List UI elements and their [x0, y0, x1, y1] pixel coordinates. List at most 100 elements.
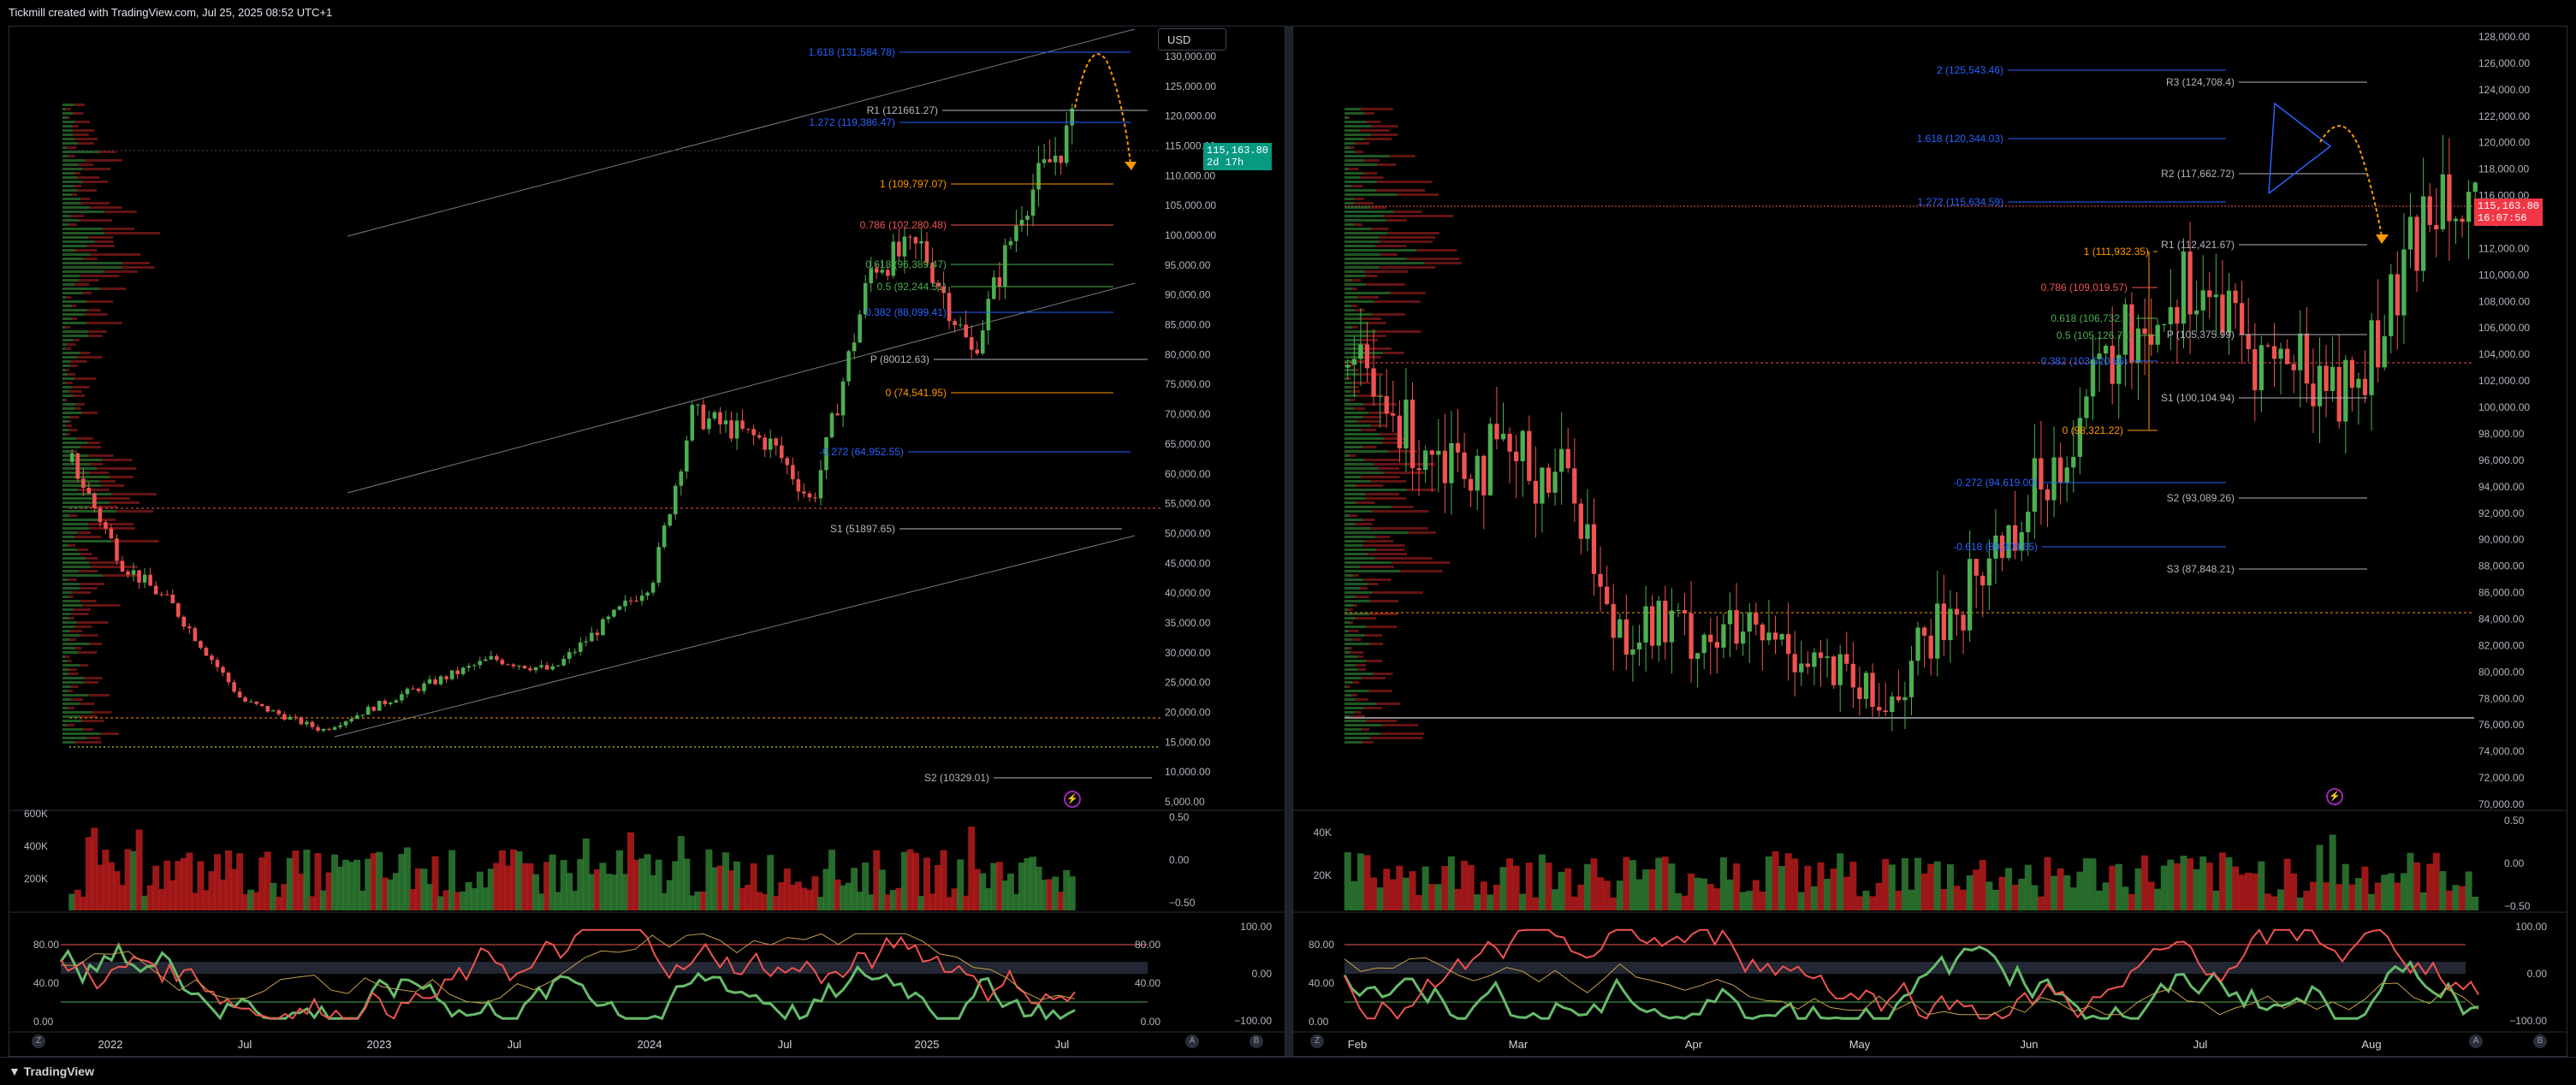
- right-zoom-icon[interactable]: Z: [1310, 1035, 1324, 1048]
- left-level-label: 0.618 (96,389.47): [865, 258, 947, 270]
- left-volume-profile-buy: [62, 720, 81, 722]
- right-volume-bar: [2270, 896, 2278, 910]
- right-volume-profile-sell: [1351, 288, 1357, 290]
- right-volume-profile-buy: [1344, 313, 1373, 316]
- left-volume-profile-sell: [74, 104, 85, 106]
- left-volume-profile-buy: [62, 437, 77, 440]
- right-alert-lightning-icon[interactable]: ⚡: [2326, 788, 2343, 805]
- left-volume-profile-sell: [102, 459, 133, 461]
- left-volume-profile-buy: [62, 322, 87, 324]
- left-candle-body: [460, 667, 466, 674]
- left-volume-profile-buy: [62, 626, 75, 628]
- right-log-scale-icon[interactable]: B: [2533, 1035, 2547, 1048]
- right-candle-body: [1714, 642, 1720, 648]
- left-candle-body: [164, 594, 169, 596]
- left-candle-body: [522, 665, 527, 669]
- left-volume-profile-buy: [62, 664, 80, 667]
- right-candle-body: [1890, 696, 1895, 713]
- right-volume-profile-buy: [1344, 288, 1352, 290]
- left-volume-profile-sell: [65, 382, 73, 384]
- right-volume-profile-sell: [1356, 617, 1376, 620]
- right-volume-profile-sell: [1354, 711, 1362, 714]
- left-volume-bar: [1068, 876, 1076, 910]
- left-volume-profile-buy: [62, 283, 75, 286]
- right-volume-profile-buy: [1344, 223, 1355, 226]
- right-volume-profile-sell: [1362, 707, 1382, 709]
- left-volume-bar: [873, 850, 881, 910]
- right-volume-bar: [1681, 895, 1689, 910]
- right-volume-bar: [1875, 882, 1883, 910]
- left-volume-profile-sell: [74, 626, 92, 628]
- left-volume-profile-sell: [79, 570, 98, 572]
- right-volume-profile-buy: [1344, 300, 1374, 303]
- left-chart-canvas[interactable]: 130,000.00 125,000.00 120,000.00 115,000.00…: [9, 27, 1285, 1057]
- left-volume-profile-sell: [74, 185, 82, 187]
- right-volume-profile-buy: [1344, 673, 1374, 675]
- left-volume-bar: [135, 829, 143, 910]
- left-volume-profile-sell: [80, 600, 97, 602]
- left-volume-bar: [856, 892, 864, 910]
- left-log-scale-icon[interactable]: B: [1249, 1035, 1263, 1048]
- left-candle-body: [846, 351, 851, 382]
- left-volume-bar: [604, 874, 612, 910]
- left-volume-profile-buy: [62, 429, 69, 431]
- left-candle-body: [612, 609, 616, 617]
- right-candle-body: [2336, 366, 2342, 422]
- right-x-tick: Apr: [1685, 1038, 1703, 1051]
- left-y-tick: 60,000.00: [1165, 468, 1211, 480]
- right-candle-body: [2162, 323, 2167, 325]
- right-volume-profile-sell: [1393, 210, 1422, 213]
- left-volume-bar: [688, 895, 696, 910]
- tradingview-logo[interactable]: ▼ TradingView: [9, 1064, 94, 1078]
- left-volume-profile-sell: [65, 424, 72, 427]
- right-chart-canvas[interactable]: 128,000.00 126,000.00 124,000.00 122,000.00…: [1293, 27, 2567, 1057]
- left-candle-body: [953, 321, 957, 325]
- left-volume-bar: [202, 890, 210, 910]
- right-volume-bar: [2089, 858, 2097, 910]
- left-volume-profile-sell: [82, 168, 111, 170]
- left-chart-pane[interactable]: 130,000.00 125,000.00 120,000.00 115,000.00…: [9, 26, 1285, 1057]
- right-volume-bar: [2011, 884, 2019, 910]
- alert-lightning-icon[interactable]: ⚡: [1064, 791, 1081, 808]
- right-volume-profile-buy: [1344, 266, 1380, 269]
- right-volume-bar: [2296, 897, 2304, 910]
- pane-divider[interactable]: [1285, 26, 1292, 1057]
- left-volume-profile-buy: [62, 215, 71, 217]
- right-candle-body: [1980, 575, 1985, 586]
- left-auto-scale-icon[interactable]: A: [1185, 1035, 1199, 1048]
- right-volume-profile-buy: [1344, 553, 1368, 555]
- right-y-tick: 124,000.00: [2478, 84, 2530, 96]
- left-volume-bar: [532, 874, 540, 910]
- right-volume-profile-buy: [1344, 322, 1368, 324]
- left-zoom-icon[interactable]: Z: [32, 1035, 45, 1048]
- right-volume-profile-buy: [1344, 463, 1374, 465]
- left-level-label: 0.786 (102,280.48): [860, 219, 947, 231]
- left-volume-profile-buy: [62, 219, 80, 222]
- right-volume-bar: [1467, 864, 1475, 910]
- right-volume-profile-buy: [1344, 527, 1371, 530]
- right-volume-profile-buy: [1344, 305, 1351, 307]
- currency-button[interactable]: USD: [1158, 28, 1226, 50]
- left-candle-body: [1008, 240, 1013, 246]
- left-volume-profile-sell: [80, 275, 120, 277]
- right-volume-profile-sell: [1348, 630, 1359, 632]
- right-volume-bar: [1862, 890, 1870, 910]
- right-volume-profile-sell: [1388, 450, 1417, 453]
- left-x-tick: Jul: [507, 1038, 522, 1051]
- left-y-tick: 55,000.00: [1165, 498, 1211, 510]
- left-volume-bar: [191, 892, 199, 910]
- left-volume-profile-buy: [62, 724, 67, 726]
- left-volume-bar: [431, 856, 439, 910]
- left-candle-body: [745, 429, 751, 430]
- right-chart-pane[interactable]: 128,000.00 126,000.00 124,000.00 122,000.00…: [1292, 26, 2567, 1057]
- left-volume-profile-buy: [62, 638, 70, 641]
- left-volume-bar: [208, 871, 216, 910]
- right-auto-scale-icon[interactable]: A: [2469, 1035, 2483, 1048]
- right-volume-bar: [1830, 869, 1837, 910]
- left-candle-body: [639, 596, 644, 602]
- left-volume-profile-buy: [62, 480, 100, 483]
- left-volume-bar: [331, 854, 339, 910]
- right-volume-bar: [2005, 868, 2013, 910]
- left-candle-body: [835, 413, 840, 416]
- right-y-tick: 88,000.00: [2478, 560, 2525, 572]
